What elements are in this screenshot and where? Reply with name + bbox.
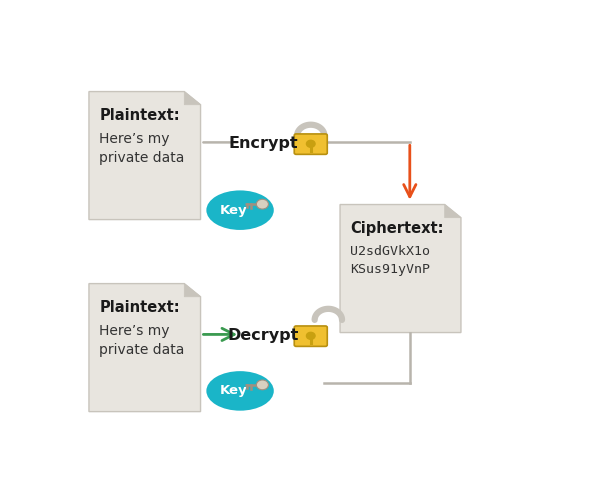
Text: Plaintext:: Plaintext: [99,108,180,123]
Circle shape [307,333,315,340]
Text: Decrypt: Decrypt [227,327,299,342]
Text: Ciphertext:: Ciphertext: [350,221,444,236]
Polygon shape [340,205,461,333]
Ellipse shape [206,191,274,230]
Text: U2sdGVkX1o
KSus91yVnP: U2sdGVkX1o KSus91yVnP [350,244,430,275]
Polygon shape [89,284,200,412]
Polygon shape [184,284,200,297]
Text: Encrypt: Encrypt [229,136,298,151]
FancyBboxPatch shape [294,135,327,155]
Circle shape [256,380,268,390]
Text: Here’s my
private data: Here’s my private data [99,132,185,165]
Polygon shape [184,92,200,105]
Text: Here’s my
private data: Here’s my private data [99,324,185,356]
Text: Key: Key [219,203,247,216]
Text: Key: Key [219,384,247,396]
Circle shape [307,141,315,148]
Ellipse shape [206,371,274,411]
FancyBboxPatch shape [294,326,327,346]
Polygon shape [89,92,200,220]
Polygon shape [445,205,461,218]
Circle shape [256,200,268,210]
Text: Plaintext:: Plaintext: [99,300,180,315]
